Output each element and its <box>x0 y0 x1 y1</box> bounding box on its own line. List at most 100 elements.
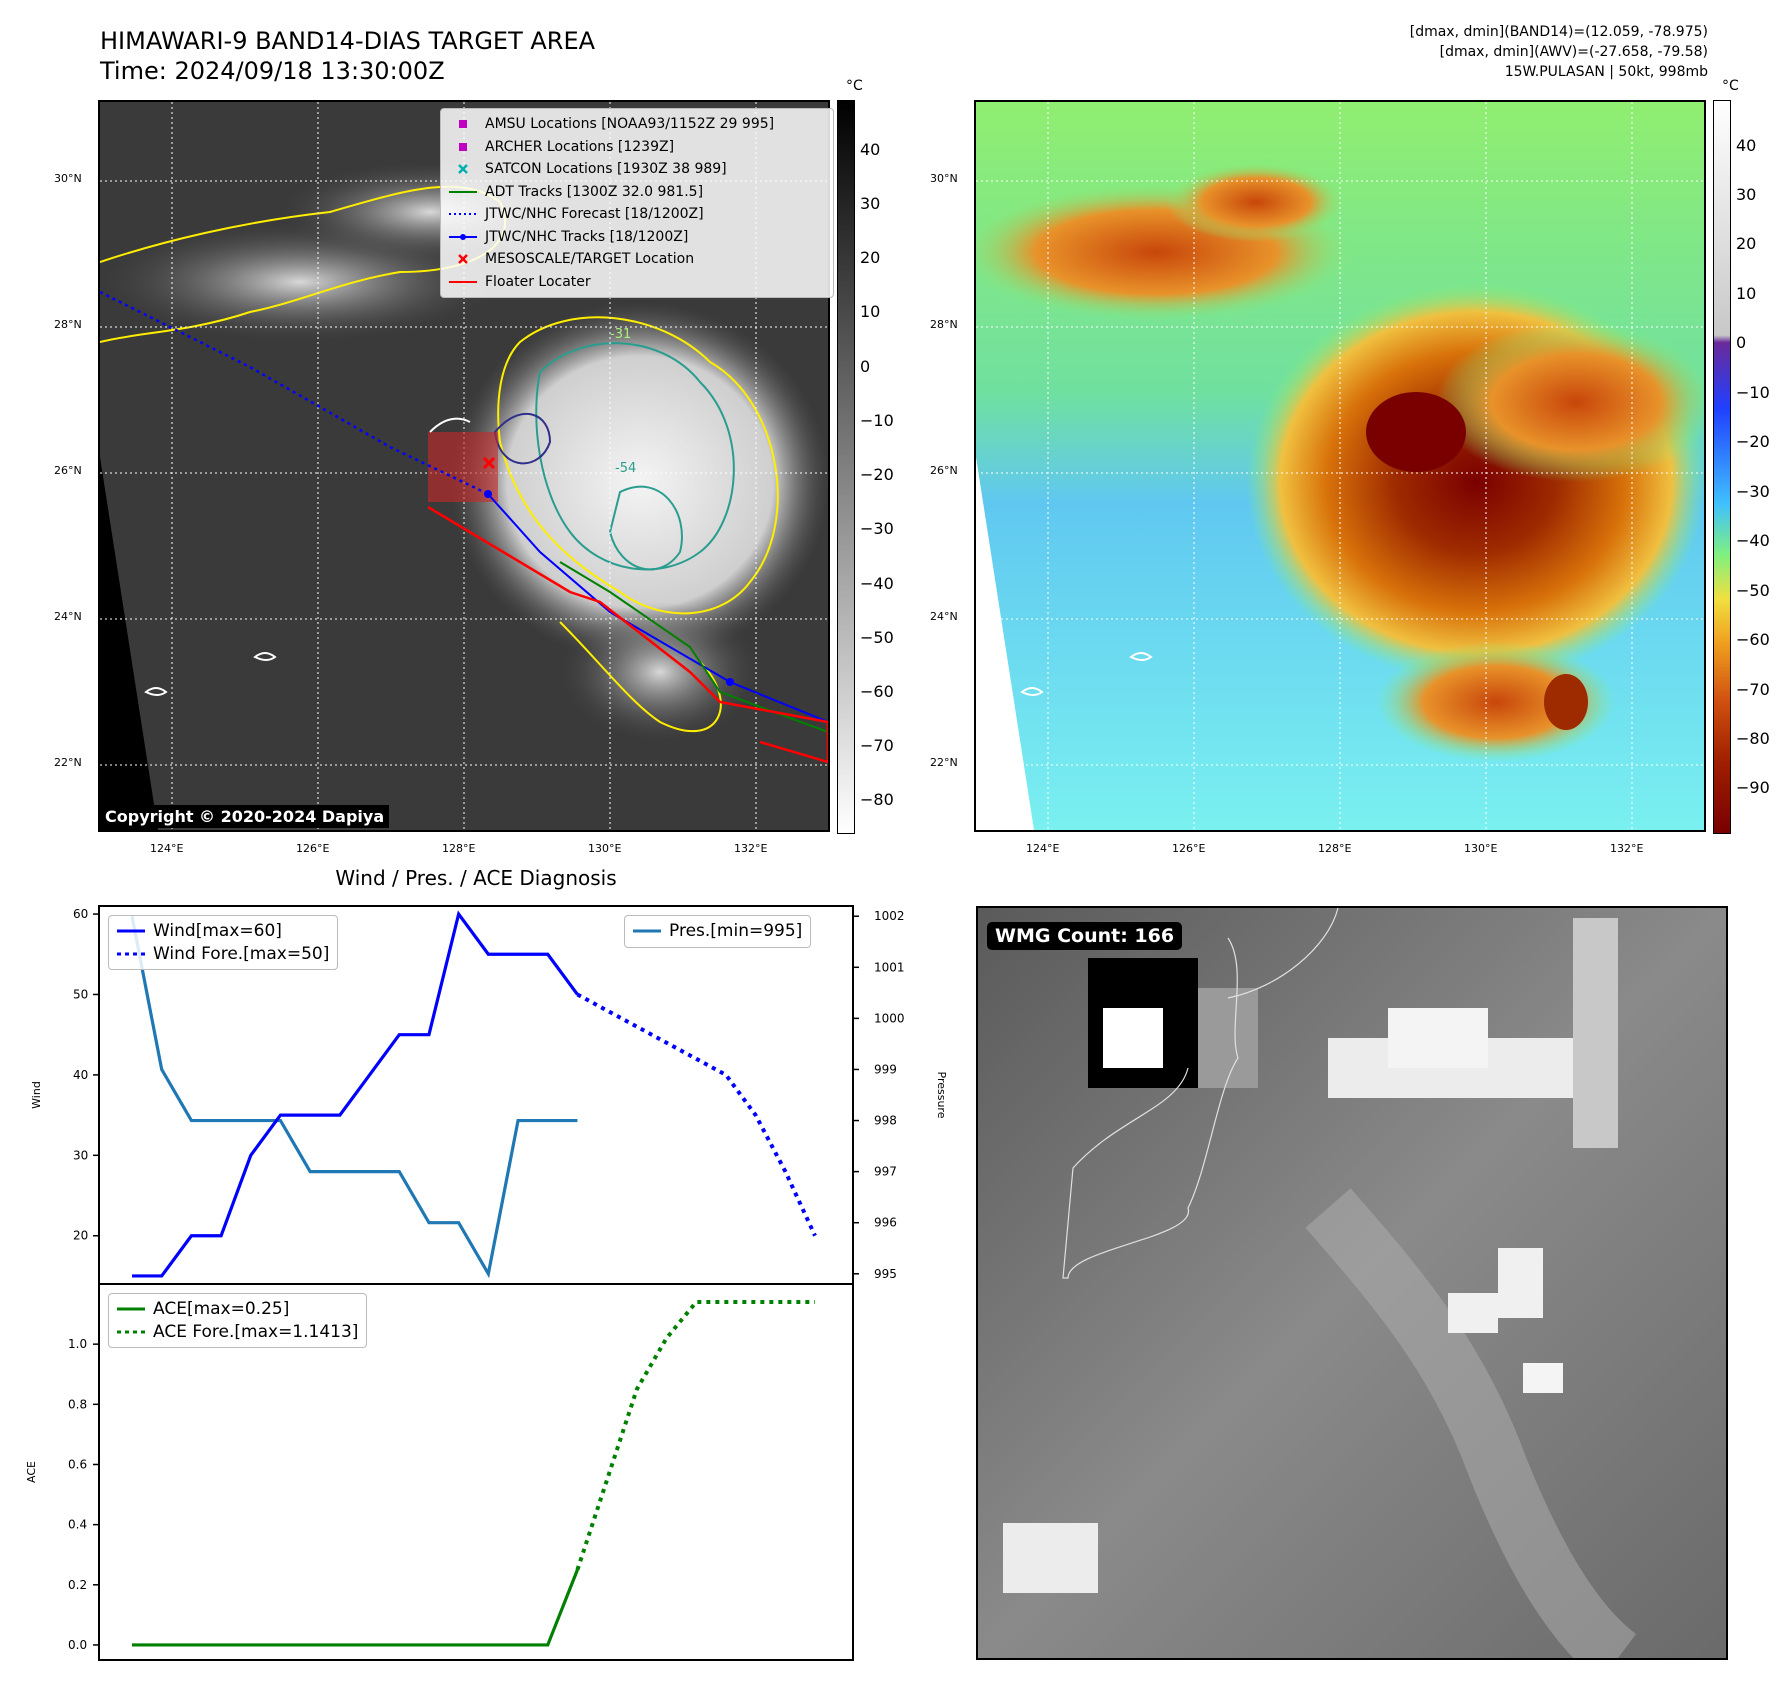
ir-colorbar-tick: −80 <box>860 790 894 810</box>
enh-colorbar-tick: −10 <box>1736 382 1770 402</box>
enh-map-panel <box>974 100 1706 832</box>
enh-colorbar-tick: −40 <box>1736 531 1770 551</box>
ir-legend-row: MESOSCALE/TARGET Location <box>449 248 825 271</box>
ace-plot-frame <box>98 1283 854 1661</box>
adt-track-line <box>559 561 828 733</box>
ir-legend-label: ARCHER Locations [1239Z] <box>485 138 675 155</box>
ir-colorbar-tick: −30 <box>860 519 894 539</box>
pres-legend: Pres.[min=995] <box>624 915 812 948</box>
ir-lat-label: 30°N <box>54 172 82 185</box>
enh-lon-label: 126°E <box>1172 842 1206 855</box>
legend-ace-row: ACE[max=0.25] <box>117 1298 358 1321</box>
ir-lon-label: 132°E <box>734 842 768 855</box>
contour-yellow-south <box>559 621 722 733</box>
enh-lon-label: 132°E <box>1610 842 1644 855</box>
enh-colorbar-tick: 20 <box>1736 234 1757 254</box>
enh-island-2 <box>1020 687 1044 696</box>
pres-tick-label: 1000 <box>874 1011 905 1025</box>
wind-tick-label: 20 <box>73 1229 88 1243</box>
wmg-right-strip <box>1573 918 1618 1148</box>
legend-ace-fore-row: ACE Fore.[max=1.1413] <box>117 1321 358 1344</box>
pres-axis-label: Pressure <box>935 1072 948 1119</box>
legend-wind-fore-row: Wind Fore.[max=50] <box>117 943 329 966</box>
ir-legend-label: MESOSCALE/TARGET Location <box>485 251 695 268</box>
ir-lon-label: 130°E <box>588 842 622 855</box>
ace-axis-label: ACE <box>25 1461 38 1483</box>
enh-colorbar-tick: −60 <box>1736 630 1770 650</box>
enh-colorbar-tick: −90 <box>1736 778 1770 798</box>
enh-colorbar-tick: −20 <box>1736 432 1770 452</box>
jtwc-point-1 <box>484 490 492 498</box>
contour-label-54: -54 <box>615 461 636 476</box>
contour-teal-inner <box>608 485 683 571</box>
wmg-gray-block <box>1198 988 1258 1088</box>
ir-legend-label: JTWC/NHC Forecast [18/1200Z] <box>485 206 704 223</box>
wind-forecast-line <box>576 992 817 1237</box>
ir-legend-row: JTWC/NHC Forecast [18/1200Z] <box>449 203 825 226</box>
ir-colorbar-tick: 0 <box>860 356 871 376</box>
pres-tick-label: 995 <box>874 1267 897 1281</box>
ir-legend-symbol <box>449 119 477 129</box>
jtwc-point-2 <box>726 678 734 686</box>
enh-colorbar-unit: °C <box>1722 78 1739 94</box>
wind-legend: Wind[max=60] Wind Fore.[max=50] <box>108 915 339 970</box>
ir-legend-row: JTWC/NHC Tracks [18/1200Z] <box>449 226 825 249</box>
wind-tick-label: 60 <box>73 907 88 921</box>
enh-colorbar-tick: −80 <box>1736 729 1770 749</box>
enh-map-svg <box>976 102 1704 830</box>
contour-yellow-storm <box>497 316 779 615</box>
pres-tick-label: 996 <box>874 1216 897 1230</box>
jtwc-track-line <box>487 493 828 723</box>
ir-lon-label: 126°E <box>296 842 330 855</box>
ir-colorbar-tick: −10 <box>860 410 894 430</box>
legend-wind-row: Wind[max=60] <box>117 920 329 943</box>
enh-colorbar-tick: 0 <box>1736 333 1747 353</box>
enh-lon-label: 128°E <box>1318 842 1352 855</box>
pres-tick-label: 999 <box>874 1062 897 1076</box>
ir-colorbar-tick: −50 <box>860 627 894 647</box>
wmg-bright-patch-3 <box>1498 1248 1543 1318</box>
legend-ace-fore-label: ACE Fore.[max=1.1413] <box>153 1321 359 1342</box>
ir-legend-label: AMSU Locations [NOAA93/1152Z 29 995] <box>485 116 775 133</box>
ace-legend: ACE[max=0.25] ACE Fore.[max=1.1413] <box>108 1293 368 1348</box>
enh-gridlines <box>976 102 1704 830</box>
enh-colorbar-tick: −50 <box>1736 580 1770 600</box>
target-marker <box>482 456 496 470</box>
island-3 <box>429 417 471 433</box>
enh-lat-label: 26°N <box>930 464 958 477</box>
enh-colorbar-tick: −70 <box>1736 679 1770 699</box>
enh-colorbar-tick: 30 <box>1736 184 1757 204</box>
contour-label-31: -31 <box>610 327 631 342</box>
ir-legend-symbol <box>449 142 477 152</box>
ace-tick-label: 0.8 <box>68 1397 87 1411</box>
enh-storm-east <box>1436 322 1704 482</box>
ir-lat-label: 28°N <box>54 318 82 331</box>
island-2 <box>144 687 168 696</box>
wmg-panel <box>976 906 1728 1660</box>
ir-legend-symbol <box>449 233 477 241</box>
ir-no-data-wedge <box>100 457 158 830</box>
enh-island-1 <box>1129 652 1153 661</box>
figure-timestamp: Time: 2024/09/18 13:30:00Z <box>100 57 445 85</box>
info-block: [dmax, dmin](BAND14)=(12.059, -78.975) [… <box>1410 22 1708 82</box>
pres-tick-label: 1001 <box>874 960 905 974</box>
legend-pres-row: Pres.[min=995] <box>633 920 802 943</box>
ace-forecast-line <box>575 1300 815 1571</box>
legend-wind-label: Wind[max=60] <box>153 921 282 942</box>
ir-legend-row: ARCHER Locations [1239Z] <box>449 136 825 159</box>
wind-series-line <box>132 910 579 1278</box>
enh-no-data-wedge <box>976 457 1034 830</box>
contour-navy-core <box>493 413 552 465</box>
ir-legend-row: AMSU Locations [NOAA93/1152Z 29 995] <box>449 113 825 136</box>
wmg-count-badge: WMG Count: 166 <box>987 922 1183 950</box>
ir-legend-label: SATCON Locations [1930Z 38 989] <box>485 161 727 178</box>
copyright-label: Copyright © 2020-2024 Dapiya <box>100 805 390 828</box>
wmg-coastline <box>1062 937 1239 1279</box>
enh-colorbar-tick: 40 <box>1736 135 1757 155</box>
wind-tick-label: 40 <box>73 1068 88 1082</box>
ir-lon-label: 124°E <box>150 842 184 855</box>
wind-tick-label: 50 <box>73 987 88 1001</box>
wind-tick-label: 30 <box>73 1148 88 1162</box>
storm-cloud <box>450 302 828 662</box>
ir-colorbar-tick: −20 <box>860 465 894 485</box>
